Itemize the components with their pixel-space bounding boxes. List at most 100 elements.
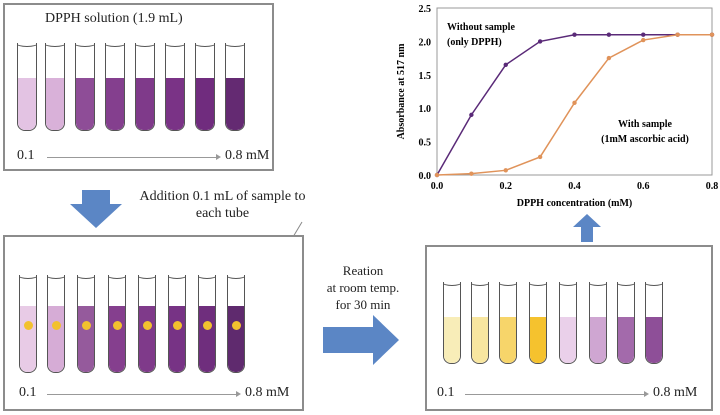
test-tube — [75, 43, 95, 131]
test-tube — [105, 43, 125, 131]
x-tick-label: 0.2 — [500, 181, 513, 192]
sample-drop — [143, 321, 152, 330]
down-arrow-icon — [70, 190, 122, 228]
test-tube — [225, 43, 245, 131]
tube-liquid — [139, 306, 155, 372]
tube-liquid — [48, 306, 64, 372]
tube-liquid — [169, 306, 185, 372]
test-tube — [617, 282, 635, 364]
test-tube — [198, 275, 216, 373]
test-tube — [645, 282, 663, 364]
range-start: 0.1 — [19, 385, 37, 400]
tube-rim — [139, 275, 155, 279]
tube-liquid — [618, 317, 634, 363]
tube-rim — [78, 275, 94, 279]
tube-liquid — [444, 317, 460, 363]
y-tick-label: 0.5 — [419, 138, 432, 149]
x-tick-label: 0.8 — [706, 181, 719, 192]
tube-liquid — [590, 317, 606, 363]
data-point — [606, 55, 612, 61]
y-tick-label: 1.5 — [419, 71, 432, 82]
tube-rim — [228, 275, 244, 279]
test-tube — [138, 275, 156, 373]
data-point — [572, 100, 577, 106]
tube-liquid — [199, 306, 215, 372]
test-tube — [471, 282, 489, 364]
test-tube — [45, 43, 65, 131]
range-arrow — [47, 154, 221, 160]
tube-rim — [560, 282, 576, 286]
reaction-line3: for 30 min — [335, 297, 391, 312]
data-point — [537, 154, 543, 160]
tube-liquid — [18, 78, 36, 130]
absorbance-chart: 0.0 0.2 0.4 0.6 0.8 0.0 0.5 1.0 1.5 2.0 2.5 DPPH co… — [396, 4, 719, 209]
step-addition-label: Addition 0.1 mL of sample to each tube — [139, 189, 306, 221]
data-point — [641, 32, 646, 37]
y-axis-label: Absorbance at 517 nm — [396, 43, 407, 140]
tube-rim — [444, 282, 460, 286]
data-point — [434, 172, 440, 178]
data-point — [675, 32, 680, 37]
tube-rim — [109, 275, 125, 279]
range-end: 0.8 mM — [225, 148, 270, 163]
sample-drop — [113, 321, 122, 330]
test-tube — [499, 282, 517, 364]
tube-liquid — [228, 306, 244, 372]
tube-rim — [500, 282, 516, 286]
tube-rim — [590, 282, 606, 286]
tube-liquid — [46, 78, 64, 130]
tube-rim — [136, 43, 154, 47]
tube-liquid — [196, 78, 214, 130]
tube-liquid — [109, 306, 125, 372]
reaction-line2: at room temp. — [326, 280, 400, 295]
tube-rim — [106, 43, 124, 47]
data-point — [503, 168, 508, 173]
series-label-without-sample: Without sample — [447, 22, 515, 33]
data-point — [469, 112, 474, 118]
data-point — [606, 32, 612, 37]
tube-rim — [226, 43, 244, 47]
data-point — [469, 171, 474, 176]
right-arrow-icon — [323, 315, 399, 365]
tube-rim — [76, 43, 94, 47]
sample-drop — [173, 321, 182, 330]
test-tube — [135, 43, 155, 131]
x-tick-label: 0.0 — [431, 181, 444, 192]
panel-title: DPPH solution (1.9 mL) — [45, 11, 183, 26]
tube-rim — [48, 275, 64, 279]
tube-rim — [618, 282, 634, 286]
sample-drop — [24, 321, 33, 330]
test-tube — [17, 43, 37, 131]
test-tube — [108, 275, 126, 373]
data-point — [641, 37, 646, 43]
tube-liquid — [76, 78, 94, 130]
tube-liquid — [646, 317, 662, 363]
y-tick-label: 0.0 — [419, 171, 432, 182]
test-tube — [168, 275, 186, 373]
series-label-with-sample: With sample — [618, 119, 673, 130]
test-tube — [19, 275, 37, 373]
test-tube — [443, 282, 461, 364]
y-tick-label: 2.0 — [419, 37, 432, 48]
tube-liquid — [78, 306, 94, 372]
sample-drop — [82, 321, 91, 330]
reaction-label: Reation at room temp. for 30 min — [318, 262, 408, 313]
test-tube — [47, 275, 65, 373]
series-label-with-sample-sub: (1mM ascorbic acid) — [601, 134, 689, 145]
test-tube — [165, 43, 185, 131]
range-arrow — [465, 391, 649, 397]
tube-rim — [18, 43, 36, 47]
sample-drop — [232, 321, 241, 330]
tube-liquid — [530, 317, 546, 363]
sample-drop — [52, 321, 61, 330]
range-end: 0.8 mM — [245, 385, 290, 400]
x-axis-label: DPPH concentration (mM) — [517, 198, 633, 209]
tube-liquid — [472, 317, 488, 363]
test-tube — [77, 275, 95, 373]
tube-rim — [166, 43, 184, 47]
tube-rim — [472, 282, 488, 286]
tube-liquid — [136, 78, 154, 130]
data-point — [503, 62, 508, 67]
tube-rim — [530, 282, 546, 286]
range-end: 0.8 mM — [653, 385, 698, 400]
